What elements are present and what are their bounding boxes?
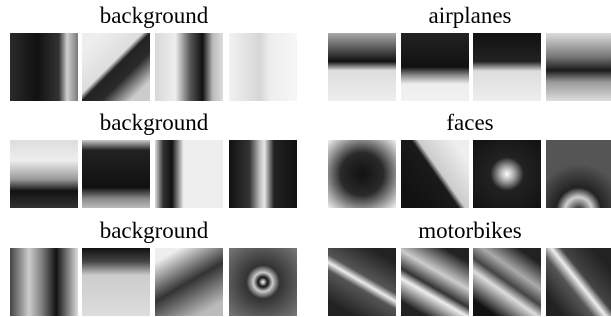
- filter-patch: [229, 140, 297, 208]
- filter-patch: [473, 248, 541, 316]
- figure: background airplanes background faces backgr…: [0, 0, 611, 317]
- panel: airplanes: [328, 3, 611, 101]
- filter-patch: [10, 140, 78, 208]
- filter-patch: [155, 140, 223, 208]
- filter-patch: [546, 33, 611, 101]
- filter-patch: [328, 248, 396, 316]
- filter-patch: [328, 33, 396, 101]
- filter-patch: [10, 33, 78, 101]
- filter-patch: [546, 140, 611, 208]
- filter-patch: [82, 140, 150, 208]
- panel-label: background: [100, 110, 209, 135]
- filter-patch: [229, 33, 297, 101]
- page: background airplanes background faces backgr…: [0, 0, 611, 317]
- panel-label: background: [100, 3, 209, 28]
- filter-patch: [473, 140, 541, 208]
- panel-label: airplanes: [428, 3, 511, 28]
- filter-patch: [155, 33, 223, 101]
- panel-label: background: [100, 218, 209, 243]
- filter-patch: [82, 33, 150, 101]
- filter-patch: [82, 248, 150, 316]
- filter-patch: [401, 140, 469, 208]
- filter-patch: [401, 248, 469, 316]
- panel: motorbikes: [328, 218, 611, 316]
- filter-patch: [10, 248, 78, 316]
- filter-patch: [546, 248, 611, 316]
- filter-patch: [328, 140, 396, 208]
- panel-label: motorbikes: [418, 218, 522, 243]
- panel: background: [10, 110, 297, 208]
- filter-patch: [401, 33, 469, 101]
- filter-patch: [229, 248, 297, 316]
- filter-patch: [473, 33, 541, 101]
- panel-label: faces: [446, 110, 493, 135]
- panel: faces: [328, 110, 611, 208]
- filter-patch: [155, 248, 223, 316]
- panel: background: [10, 218, 297, 316]
- panel: background: [10, 3, 297, 101]
